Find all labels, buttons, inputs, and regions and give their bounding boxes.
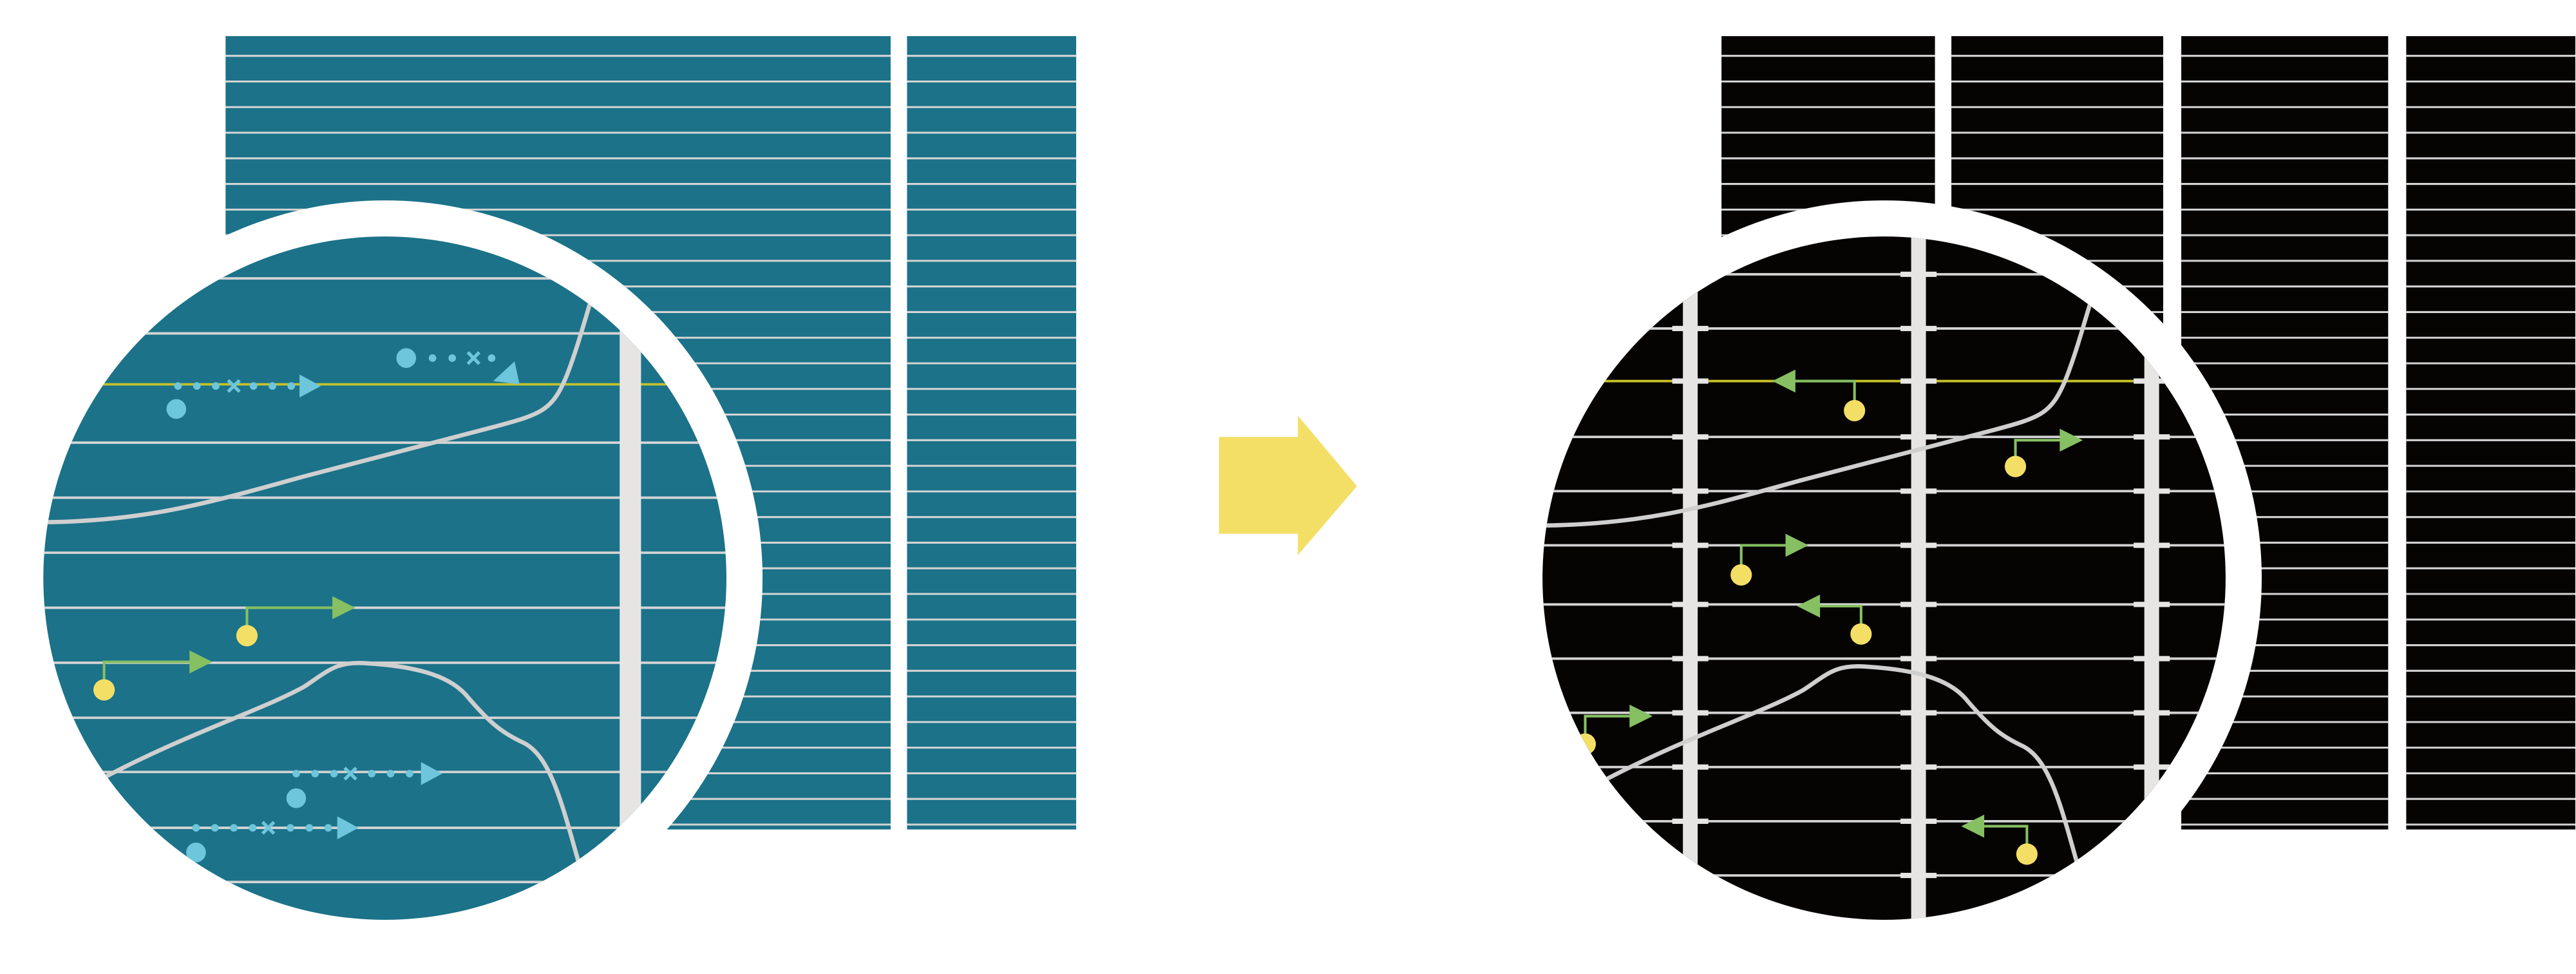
right-arrow-icon — [1218, 415, 1358, 555]
after-vertical-bar — [1911, 236, 1926, 920]
arrowhead-icon — [1785, 533, 1809, 557]
trajectory-dot — [311, 770, 319, 778]
bar-tick — [1900, 488, 1937, 494]
bar-tick — [1672, 378, 1709, 384]
arrowhead-icon — [493, 361, 520, 385]
trajectory-dot — [287, 382, 296, 390]
bar-tick — [2134, 378, 2170, 384]
trajectory-dot — [406, 770, 413, 778]
arrowhead-icon — [1772, 369, 1795, 393]
trajectory-dot — [386, 770, 395, 778]
x-mark-icon — [466, 351, 481, 365]
bar-tick — [1900, 434, 1937, 440]
arrowhead-icon — [299, 374, 321, 398]
trajectory-dot — [269, 382, 276, 390]
dotted-trajectory — [192, 816, 359, 839]
bar-tick — [1672, 656, 1709, 662]
bar-tick — [1672, 602, 1709, 607]
trajectory-dot — [448, 354, 457, 362]
after-curve-upper — [1542, 290, 2097, 528]
trajectory-dot — [192, 824, 200, 832]
trajectory-dot — [428, 354, 437, 362]
trajectory-dot — [287, 824, 294, 832]
arrowhead-icon — [1629, 704, 1653, 728]
trajectory-dot — [211, 824, 219, 832]
after-magnifier — [1542, 236, 2226, 920]
after-vertical-bar — [2144, 236, 2159, 920]
start-point — [286, 788, 307, 808]
panel-column — [2406, 36, 2576, 830]
bar-tick — [1900, 872, 1937, 879]
trajectory-dot — [212, 382, 220, 390]
x-mark-icon — [227, 379, 241, 393]
bar-tick — [1672, 818, 1709, 824]
yellow-dot — [93, 679, 115, 701]
trajectory-dot — [324, 824, 332, 832]
trajectory-dot — [249, 382, 258, 390]
bar-tick — [1900, 656, 1937, 662]
bar-tick — [1672, 488, 1709, 494]
bar-tick — [2134, 602, 2170, 607]
bar-tick — [2134, 434, 2170, 440]
panel-column — [907, 36, 1077, 830]
trajectory-dot — [330, 770, 338, 778]
bar-tick — [1900, 271, 1937, 277]
start-point — [166, 399, 187, 419]
bar-tick — [2134, 542, 2170, 548]
after-curve-lower — [1597, 664, 2080, 866]
bar-tick — [1672, 764, 1709, 770]
before-curve-lower — [98, 660, 581, 863]
arrowhead-icon — [189, 650, 213, 674]
arrowhead-icon — [337, 816, 359, 839]
yellow-dot — [236, 625, 258, 647]
yellow-dot — [1850, 623, 1872, 645]
bar-tick — [1900, 542, 1937, 548]
bar-tick — [2134, 872, 2170, 879]
bar-tick — [1900, 378, 1937, 384]
bar-tick — [1672, 542, 1709, 548]
bar-tick — [1900, 764, 1937, 770]
dotted-trajectory — [292, 762, 442, 785]
trajectory-dot — [292, 770, 300, 778]
before-magnifier-fill — [43, 236, 726, 920]
start-point — [396, 348, 417, 368]
bar-tick — [1672, 325, 1709, 332]
arrowhead-icon — [1961, 814, 1985, 838]
trajectory-dot — [230, 824, 238, 832]
trajectory-dot — [174, 382, 182, 390]
trajectory-dot — [193, 382, 201, 390]
yellow-dot — [1844, 399, 1866, 422]
bar-tick — [2134, 656, 2170, 662]
arrowhead-icon — [421, 762, 442, 785]
arrowhead-icon — [332, 596, 355, 620]
bar-tick — [2134, 764, 2170, 770]
trajectory-dot — [488, 354, 496, 362]
arrowhead-icon — [2060, 428, 2083, 452]
trajectory-dot — [305, 824, 314, 832]
x-mark-icon — [261, 821, 276, 835]
before-curve-upper — [43, 287, 598, 525]
bar-tick — [1900, 710, 1937, 716]
after-vertical-bar — [1683, 236, 1698, 920]
trajectory-dot — [249, 824, 257, 832]
x-mark-icon — [343, 767, 357, 781]
yellow-dot — [1730, 564, 1752, 586]
bar-tick — [1900, 325, 1937, 332]
arrowhead-icon — [1797, 595, 1821, 618]
yellow-dot — [2004, 455, 2027, 477]
bar-tick — [1672, 710, 1709, 716]
bar-tick — [2134, 488, 2170, 494]
start-point — [186, 843, 206, 863]
after-magnifier-fill — [1542, 236, 2226, 920]
yellow-dot — [2016, 843, 2038, 865]
trajectory-dot — [368, 770, 376, 778]
dotted-trajectory — [174, 374, 321, 398]
bar-tick — [1900, 602, 1937, 607]
bar-tick — [1672, 434, 1709, 440]
bar-tick — [1900, 818, 1937, 824]
bar-tick — [2134, 710, 2170, 716]
